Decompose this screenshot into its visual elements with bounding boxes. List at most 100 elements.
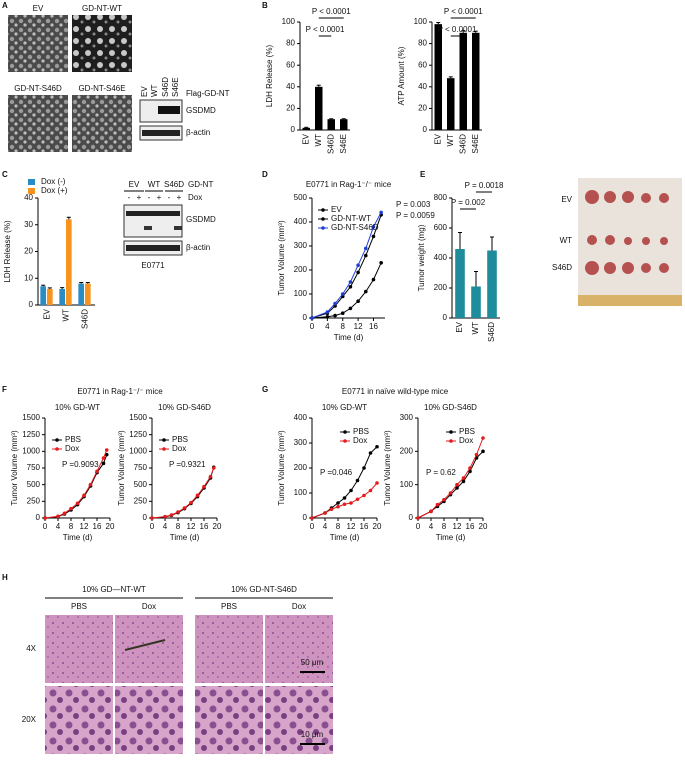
x-tick-label: S46D <box>81 309 90 329</box>
bar <box>455 249 465 318</box>
data-point <box>348 285 353 289</box>
x-axis-label: Time (d) <box>63 533 93 542</box>
legend-marker <box>343 430 347 434</box>
data-point <box>169 513 174 517</box>
blot-label: GSDMD <box>186 215 216 224</box>
legend-marker <box>55 438 59 442</box>
x-tick-label: WT <box>314 134 323 147</box>
group-label: 10% GD-NT-S46D <box>231 585 297 594</box>
x-axis-label: Time (d) <box>170 533 200 542</box>
y-axis-label: Tumor Volume (mm³) <box>383 430 392 506</box>
data-point <box>75 501 80 506</box>
y-tick-label: 10 <box>24 273 33 282</box>
data-point <box>62 511 67 516</box>
data-point <box>468 469 472 474</box>
x-tick-label: 12 <box>453 522 462 531</box>
y-tick-label: 60 <box>418 60 427 69</box>
data-point <box>348 280 353 284</box>
y-tick-label: 400 <box>434 253 448 262</box>
blot-caption: E0771 <box>141 261 165 270</box>
x-tick-label: 16 <box>93 522 102 531</box>
data-point <box>416 516 420 520</box>
legend-marker <box>55 447 59 451</box>
data-point <box>379 261 383 265</box>
lane-label: WT <box>150 84 159 97</box>
data-point <box>363 289 368 294</box>
y-axis-label: LDH Release (%) <box>265 45 274 108</box>
image-label: EV <box>33 4 44 13</box>
group-label: S46D <box>164 180 184 189</box>
bar <box>66 219 72 305</box>
image-label: GD-NT-S46D <box>14 84 62 93</box>
y-axis-label: ATP Amount (%) <box>397 46 406 105</box>
legend-label: Dox <box>353 436 367 445</box>
y-tick-label: 600 <box>434 223 448 232</box>
y-tick-label: 100 <box>294 488 308 497</box>
column-label: Dox <box>142 602 156 611</box>
legend-label: GD-NT-WT <box>331 214 371 223</box>
chart-title: 10% GD-WT <box>55 403 100 412</box>
lane-label: EV <box>140 86 149 97</box>
x-tick-label: 12 <box>347 522 356 531</box>
bar <box>302 127 310 130</box>
y-tick-label: 800 <box>434 193 448 202</box>
data-point <box>474 452 479 457</box>
y-axis-label: Tumor Volume (mm³) <box>277 220 286 296</box>
x-tick-label: 20 <box>213 522 222 531</box>
x-tick-label: 0 <box>150 522 155 531</box>
data-point <box>310 316 314 320</box>
data-point <box>461 479 466 484</box>
p-value: P < 0.0001 <box>444 7 483 16</box>
x-tick-label: S46D <box>326 134 335 154</box>
data-point <box>355 478 360 483</box>
data-point <box>368 451 373 455</box>
x-tick-label: 12 <box>187 522 196 531</box>
y-tick-label: 400 <box>294 413 308 422</box>
x-tick-label: EV <box>301 133 310 144</box>
data-point <box>362 493 366 498</box>
y-tick-label: 300 <box>294 438 308 447</box>
data-point <box>88 482 93 487</box>
x-tick-label: 12 <box>80 522 89 531</box>
x-tick-label: 8 <box>341 322 346 331</box>
row-label: 20X <box>22 715 37 724</box>
bar <box>85 283 91 305</box>
row-label: EV <box>561 195 572 204</box>
sign-label: - <box>128 193 131 202</box>
legend-label: Dox <box>65 444 79 453</box>
y-tick-label: 1500 <box>22 413 40 422</box>
sign-label: - <box>168 193 171 202</box>
p-value: P = 0.002 <box>451 198 486 207</box>
data-point <box>349 501 353 505</box>
chart-title: 10% GD-S46D <box>424 403 477 412</box>
data-point <box>310 516 314 520</box>
data-point <box>435 502 440 507</box>
data-point <box>455 486 459 490</box>
y-tick-label: 0 <box>29 300 34 309</box>
data-point <box>163 514 167 519</box>
data-point <box>481 436 485 440</box>
x-tick-label: EV <box>43 308 52 319</box>
panel-label: G <box>262 385 268 394</box>
data-point <box>371 234 376 239</box>
bar <box>315 86 323 130</box>
x-tick-label: S46E <box>471 134 480 154</box>
legend-label: PBS <box>353 427 369 436</box>
panel-label: B <box>262 1 268 10</box>
data-point <box>336 501 340 505</box>
y-axis-label: Tumor weight (mg) <box>417 224 426 291</box>
data-point <box>101 461 106 466</box>
bar <box>471 286 481 318</box>
legend-marker <box>321 217 325 221</box>
data-point <box>429 509 433 514</box>
y-tick-label: 300 <box>400 413 414 422</box>
y-axis-label: Tumor Volume (mm³) <box>277 430 286 506</box>
blot-label: Flag-GD-NT <box>186 89 230 98</box>
y-axis-label: Tumor Volume (mm³) <box>117 430 126 506</box>
data-point <box>363 246 368 251</box>
data-point <box>189 500 193 505</box>
y-tick-label: 100 <box>294 289 308 298</box>
data-point <box>333 301 337 306</box>
data-point <box>448 491 453 495</box>
